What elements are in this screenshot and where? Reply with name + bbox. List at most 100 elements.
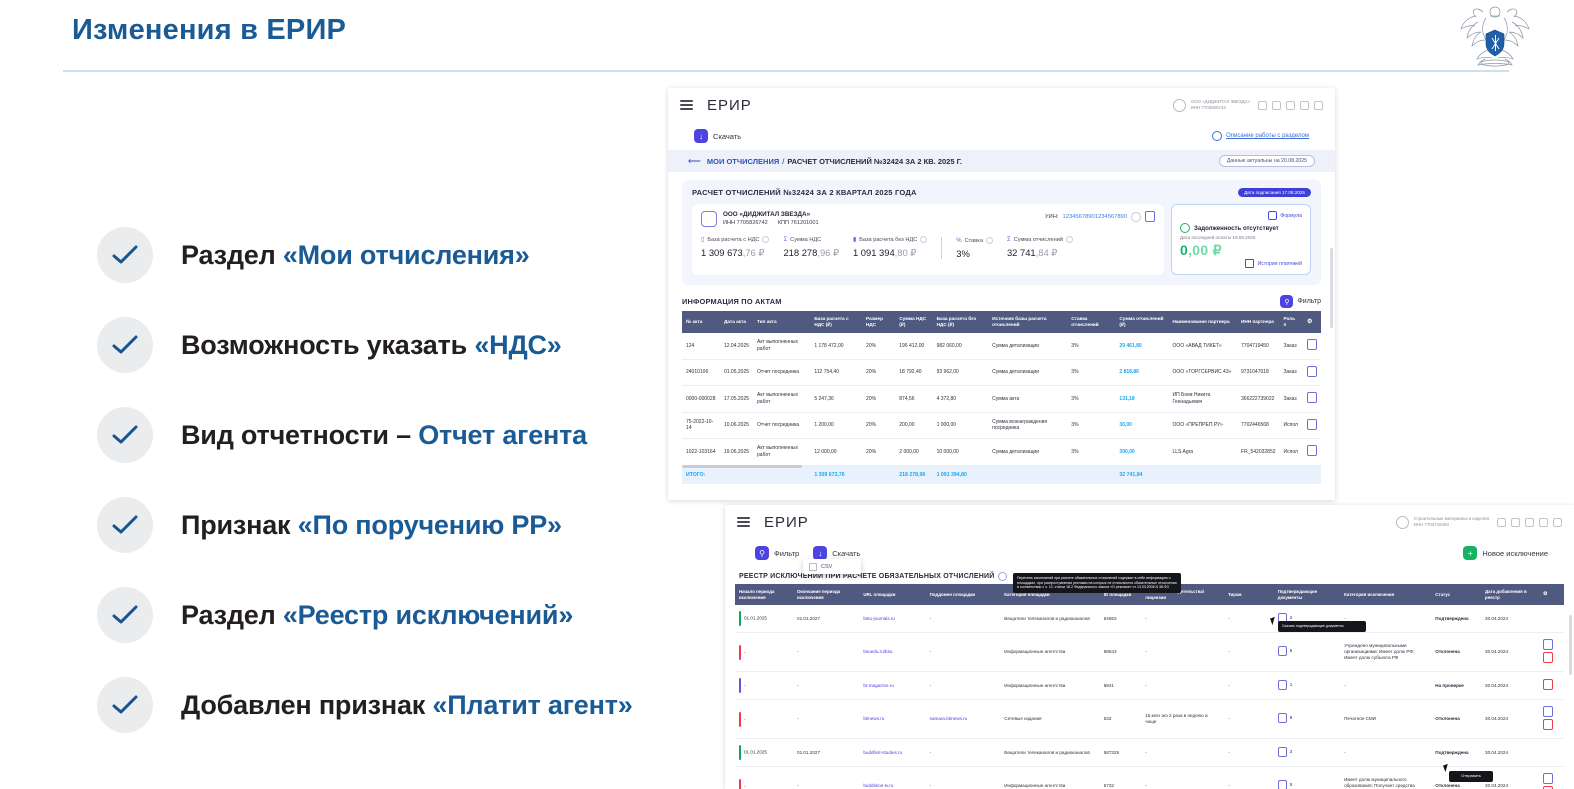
download-button[interactable]: ↓ Скачать [813, 546, 860, 560]
edit-icon[interactable] [1543, 773, 1554, 785]
filter-button[interactable]: ⚲ Фильтр [1280, 295, 1321, 308]
cell-actions[interactable] [1539, 632, 1564, 673]
cell-platform-url[interactable]: buddhist-studies.ru [859, 738, 926, 768]
info-icon[interactable] [1131, 211, 1141, 222]
cell-documents[interactable]: 5 [1273, 632, 1341, 673]
col-vat-sum[interactable]: Сумма НДС (₽) [895, 311, 933, 333]
col-vat-rate[interactable]: Размер НДС [862, 311, 896, 333]
table-row[interactable]: 75-2022-10-14 10.06.2025 Отчет посредник… [682, 412, 1321, 439]
col-act-type[interactable]: Тип акта [753, 311, 811, 333]
info-icon[interactable] [920, 236, 928, 243]
payment-history-link[interactable]: История платежей [1245, 259, 1302, 268]
col-partner-name[interactable]: Наименование партнера [1168, 311, 1238, 333]
pin-icon[interactable] [1511, 517, 1520, 527]
col-base-with-vat[interactable]: База расчета с НДС (₽) [810, 311, 863, 333]
cell-vat-rate: 20% [862, 438, 896, 466]
edit-icon[interactable] [1543, 639, 1554, 651]
col-added-date[interactable]: Дата добавления в реестр [1481, 584, 1540, 606]
logout-icon[interactable] [1314, 100, 1323, 110]
help-icon[interactable] [998, 572, 1008, 581]
col-act-date[interactable]: Дата акта [719, 311, 754, 333]
col-platform-subdomain[interactable]: Поддомен площадки [925, 584, 1001, 606]
bell-icon[interactable] [1258, 100, 1267, 110]
cell-document-action[interactable] [1303, 359, 1321, 386]
new-exception-button[interactable]: + Новое исключение [1463, 546, 1548, 560]
vertical-scrollbar[interactable] [1330, 248, 1333, 328]
delete-icon[interactable] [1543, 679, 1554, 691]
cell-document-action[interactable] [1303, 333, 1321, 360]
cell-platform-url[interactable]: btinews.ru [859, 699, 926, 740]
user-account[interactable]: ООО «ДИДЖИТАЛ ЗВЕЗДА» ИНН 7705826742 [1172, 98, 1250, 112]
cell-document-action[interactable] [1303, 385, 1321, 413]
col-exception-category[interactable]: Категория исключения [1340, 584, 1432, 606]
delete-icon[interactable] [1543, 786, 1554, 789]
col-circulation[interactable]: Тираж [1224, 584, 1274, 606]
cell-actions[interactable] [1539, 699, 1564, 740]
col-exception-start[interactable]: Начало периода исключения [735, 584, 794, 606]
pin-icon[interactable] [1272, 100, 1281, 110]
help-link-wrap[interactable]: Описание работы с разделом [1212, 131, 1309, 141]
bell-icon[interactable] [1497, 517, 1506, 527]
mail-icon[interactable] [1286, 100, 1295, 110]
formula-link[interactable]: Формула [1268, 211, 1302, 220]
cell-document-action[interactable] [1303, 438, 1321, 466]
table-row[interactable]: 0000-000028 17.05.2025 Акт выполненных р… [682, 385, 1321, 413]
table-row[interactable]: 124 12.04.2025 Акт выполненных работ 1 1… [682, 333, 1321, 360]
mail-icon[interactable] [1525, 517, 1534, 527]
col-act-number[interactable]: № акта [682, 311, 720, 333]
cell-platform-url[interactable]: bt-magazine.ru [859, 671, 926, 701]
logout-icon[interactable] [1553, 517, 1562, 527]
vertical-scrollbar[interactable] [1569, 615, 1572, 675]
delete-icon[interactable] [1543, 719, 1554, 731]
table-row[interactable]: - - bt-magazine.ru - Информационные аген… [735, 671, 1564, 701]
back-arrow-icon[interactable]: ⟵ [688, 155, 701, 166]
col-settings[interactable]: ⚙ [1303, 311, 1321, 333]
table-row[interactable]: 24010106 01.05.2025 Отчет посредника 112… [682, 359, 1321, 386]
info-icon[interactable] [985, 237, 993, 244]
table-row[interactable]: 1022-103164 19.06.2025 Акт выполненных р… [682, 438, 1321, 466]
col-role[interactable]: Роль п [1279, 311, 1303, 333]
cell-documents[interactable]: 2 [1273, 738, 1341, 768]
delete-icon[interactable] [1543, 652, 1554, 664]
table-row[interactable]: 01.01.2025 01.01.2027 bstu-journals.ru -… [735, 605, 1564, 634]
info-icon[interactable] [762, 236, 770, 243]
col-supporting-documents[interactable]: Подтверждающие документы [1273, 584, 1341, 606]
horizontal-scrollbar[interactable] [682, 464, 802, 468]
col-status[interactable]: Статус [1431, 584, 1482, 606]
col-base-source[interactable]: Источник базы расчета отчислений [988, 311, 1068, 333]
menu-icon[interactable] [680, 98, 693, 113]
col-deduction-rate[interactable]: Ставка отчислений [1067, 311, 1116, 333]
col-deduction-sum[interactable]: Сумма отчислений (₽) [1115, 311, 1169, 333]
cell-platform-url[interactable]: bstu-journals.ru [859, 605, 926, 634]
cell-documents[interactable]: 9 [1273, 699, 1341, 740]
download-button[interactable]: ↓ Скачать [694, 129, 741, 143]
table-row[interactable]: - - btinews.ru samara.btinews.ru Сетевые… [735, 699, 1564, 740]
col-settings[interactable]: ⚙ [1539, 584, 1564, 606]
col-platform-url[interactable]: URL площадки [859, 584, 926, 606]
cell-documents[interactable]: 5 [1273, 766, 1341, 789]
info-icon[interactable] [1065, 236, 1073, 243]
copy-icon[interactable] [1145, 211, 1155, 222]
clock-icon[interactable] [1300, 100, 1309, 110]
edit-icon[interactable] [1543, 706, 1554, 718]
cell-actions[interactable] [1539, 766, 1564, 789]
cell-platform-url[interactable]: bsuedu.ru/bsu [859, 632, 926, 673]
csv-menu-item[interactable]: CSV [803, 559, 861, 574]
col-base-without-vat[interactable]: База расчета без НДС (₽) [932, 311, 989, 333]
cell-actions[interactable] [1539, 671, 1564, 701]
menu-icon[interactable] [737, 515, 750, 530]
cell-documents[interactable]: 1 [1273, 671, 1341, 701]
col-partner-inn[interactable]: ИНН партнера [1237, 311, 1280, 333]
filter-button[interactable]: ⚲ Фильтр [755, 546, 799, 560]
user-account[interactable]: Строительные материалы и изделия ИНН 770… [1395, 515, 1489, 529]
table-row[interactable]: 01.01.2025 01.01.2027 buddhist-studies.r… [735, 738, 1564, 768]
col-exception-end[interactable]: Окончание периода исключения [793, 584, 860, 606]
breadcrumb-parent[interactable]: МОИ ОТЧИСЛЕНИЯ [706, 156, 780, 166]
cell-document-action[interactable] [1303, 412, 1321, 439]
clock-icon[interactable] [1539, 517, 1548, 527]
help-link[interactable]: Описание работы с разделом [1226, 133, 1309, 139]
cell-platform-url[interactable]: buddskoe-tv.ru [859, 766, 926, 789]
table-row[interactable]: - - bsuedu.ru/bsu - Информационные агент… [735, 632, 1564, 673]
cell-subdomain[interactable]: samara.btinews.ru [925, 699, 1001, 740]
table-row[interactable]: - - buddskoe-tv.ru - Информационные аген… [735, 766, 1564, 789]
